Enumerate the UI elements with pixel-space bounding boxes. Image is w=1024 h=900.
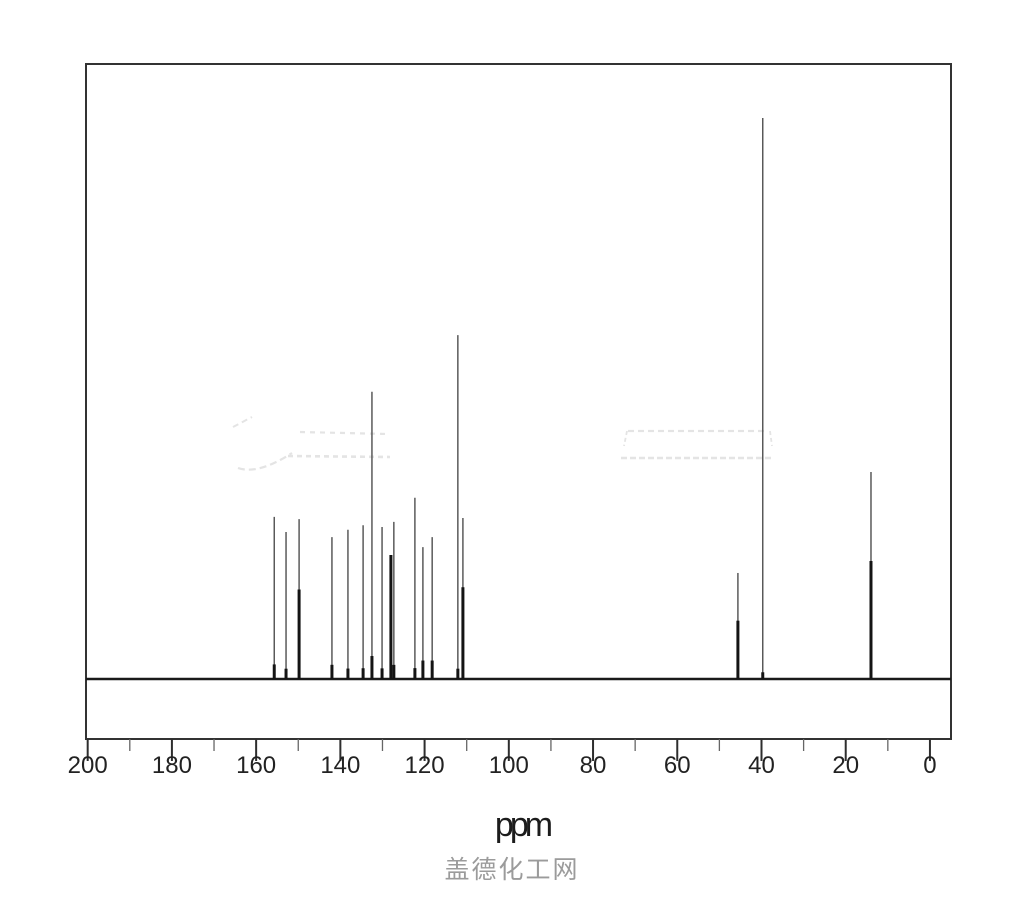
x-axis-title: ppm bbox=[494, 806, 553, 844]
plot-frame bbox=[85, 63, 952, 740]
watermark-ghost-mark bbox=[623, 430, 628, 447]
x-axis-tick-label: 200 bbox=[67, 752, 108, 779]
x-axis-tick-label: 180 bbox=[151, 752, 192, 779]
watermark-ghost-mark bbox=[232, 416, 253, 428]
x-axis-tick-label: 160 bbox=[236, 752, 277, 779]
watermark-ghost-mark bbox=[769, 430, 773, 447]
x-axis-tick-label: 60 bbox=[663, 752, 691, 779]
x-axis-tick-label: 120 bbox=[404, 752, 445, 779]
watermark-ghost-mark bbox=[237, 452, 293, 471]
x-axis-tick-label: 20 bbox=[832, 752, 860, 779]
x-axis-tick-label: 80 bbox=[579, 752, 607, 779]
x-axis-tick-label: 140 bbox=[320, 752, 361, 779]
x-axis-tick-label: 0 bbox=[923, 752, 937, 779]
watermark-ghost-mark bbox=[299, 430, 389, 436]
site-watermark-text: 盖德化工网 bbox=[444, 856, 580, 884]
x-axis-tick-label: 40 bbox=[748, 752, 775, 779]
x-axis-tick-label: 100 bbox=[488, 752, 529, 779]
watermark-ghost-mark bbox=[287, 454, 391, 459]
